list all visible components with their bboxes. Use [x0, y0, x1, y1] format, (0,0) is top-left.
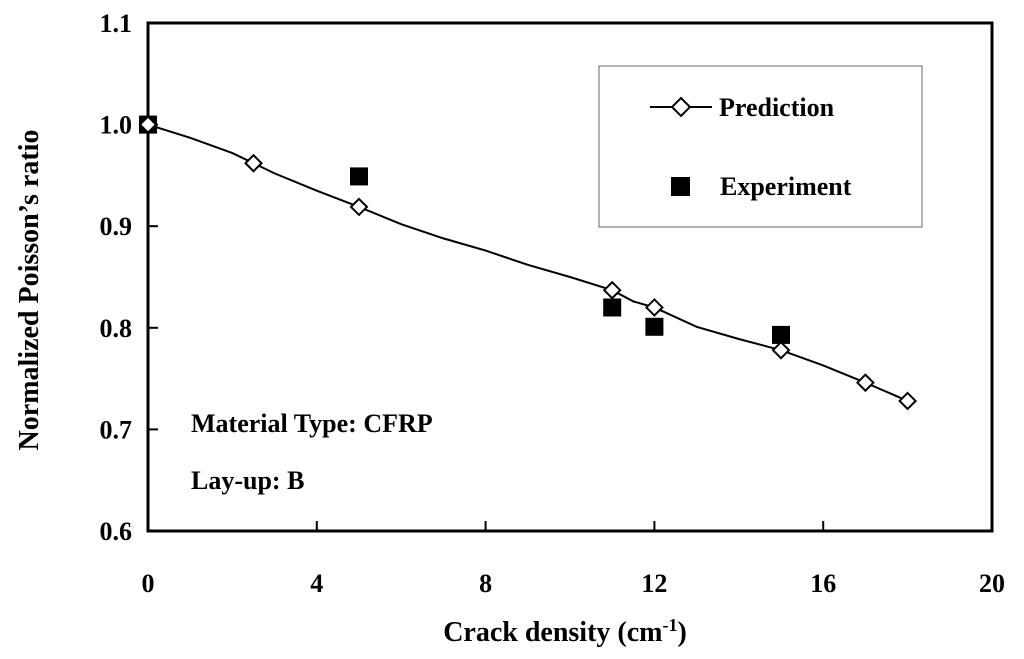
annotation-layup: Lay-up: B — [191, 466, 304, 495]
legend-experiment-marker — [671, 177, 690, 196]
x-axis-title-main: Crack density (cm — [443, 617, 662, 648]
experiment-point — [350, 167, 368, 186]
legend-prediction-label: Prediction — [719, 93, 835, 122]
plot-frame — [146, 21, 994, 533]
prediction-point — [244, 153, 263, 173]
chart-ticks: 0 4 8 12 16 20 0.6 0.7 0.8 0.9 1.0 1.1 — [100, 9, 1006, 598]
y-tick-label: 0.9 — [100, 212, 133, 241]
experiment-point — [645, 317, 664, 336]
y-tick-label: 1.1 — [100, 9, 133, 38]
x-tick-label: 8 — [479, 569, 492, 598]
y-tick-label: 0.6 — [100, 517, 133, 546]
x-axis-title-close: ) — [677, 617, 686, 648]
legend-experiment-label: Experiment — [720, 172, 852, 201]
x-tick-label: 12 — [641, 569, 667, 598]
experiment-point — [603, 298, 622, 317]
x-axis-title: Crack density (cm-1) — [443, 615, 687, 648]
experiment-point — [772, 325, 790, 344]
prediction-point — [855, 373, 875, 393]
x-tick-label: 16 — [810, 569, 836, 598]
prediction-point — [602, 280, 622, 300]
y-axis-title: Normalized Poisson’s ratio — [14, 130, 45, 451]
y-tick-label: 1.0 — [100, 111, 133, 140]
x-axis-title-sup: -1 — [662, 615, 677, 635]
legend: Prediction Experiment — [598, 65, 923, 228]
x-tick-label: 20 — [979, 569, 1005, 598]
y-tick-label: 0.7 — [100, 415, 133, 444]
prediction-point — [138, 115, 158, 135]
legend-prediction-marker — [670, 96, 692, 118]
x-tick-label: 0 — [142, 569, 155, 598]
prediction-point — [644, 298, 664, 317]
chart-axes — [146, 21, 994, 533]
legend-box — [598, 65, 923, 228]
prediction-point — [349, 197, 369, 217]
prediction-point — [898, 391, 918, 411]
y-tick-label: 0.8 — [100, 314, 133, 343]
annotation-material-type: Material Type: CFRP — [191, 409, 433, 438]
chart-series — [138, 115, 918, 411]
prediction-point — [771, 340, 791, 360]
prediction-line — [147, 123, 908, 402]
x-tick-label: 4 — [310, 569, 323, 598]
